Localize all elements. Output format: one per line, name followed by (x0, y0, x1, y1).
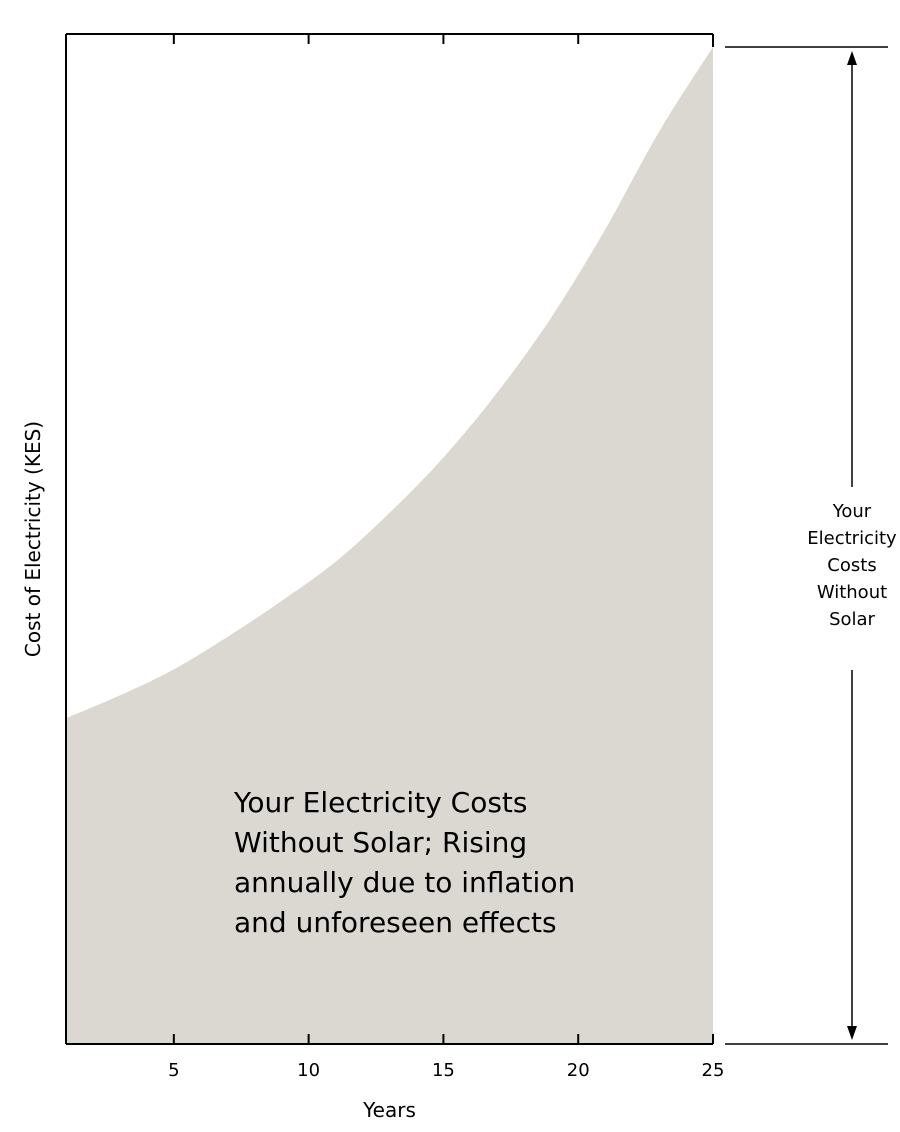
x-tick-label-25: 25 (702, 1060, 725, 1081)
y-axis-label: Cost of Electricity (KES) (21, 421, 45, 657)
x-axis-label: Years (362, 1098, 416, 1122)
bracket-annotation-line: Costs (827, 555, 876, 576)
plot-area: 5 10 15 20 25 (65, 33, 724, 1081)
inside-annotation-line: Without Solar; Rising (234, 826, 527, 859)
bracket-annotation-line: Your (832, 501, 872, 522)
bracket-down-arrowhead (847, 1026, 857, 1040)
cost-bracket (725, 46, 888, 1045)
x-tick-label-10: 10 (297, 1060, 320, 1081)
cost-area (66, 47, 713, 1045)
inside-annotation: Your Electricity Costs Without Solar; Ris… (233, 786, 575, 939)
bracket-up-arrowhead (847, 51, 857, 66)
inside-annotation-line: and unforeseen effects (234, 906, 557, 939)
x-axis-ticks: 5 10 15 20 25 (168, 34, 724, 1081)
x-tick-label-5: 5 (168, 1060, 179, 1081)
bracket-annotation-line: Solar (829, 609, 875, 630)
bracket-annotation-line: Without (817, 582, 887, 603)
x-tick-label-20: 20 (567, 1060, 590, 1081)
inside-annotation-line: Your Electricity Costs (233, 786, 528, 819)
bracket-annotation: Your Electricity Costs Without Solar (807, 501, 897, 630)
bracket-annotation-line: Electricity (807, 528, 897, 549)
inside-annotation-line: annually due to inflation (234, 866, 575, 899)
x-tick-label-15: 15 (432, 1060, 455, 1081)
